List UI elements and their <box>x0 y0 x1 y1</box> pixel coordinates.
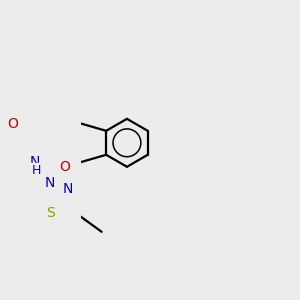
Text: S: S <box>46 206 54 220</box>
Text: N: N <box>30 155 40 169</box>
Text: O: O <box>7 117 18 131</box>
Text: H: H <box>32 164 41 177</box>
Text: N: N <box>62 182 73 196</box>
Text: O: O <box>59 160 70 174</box>
Text: N: N <box>45 176 55 190</box>
